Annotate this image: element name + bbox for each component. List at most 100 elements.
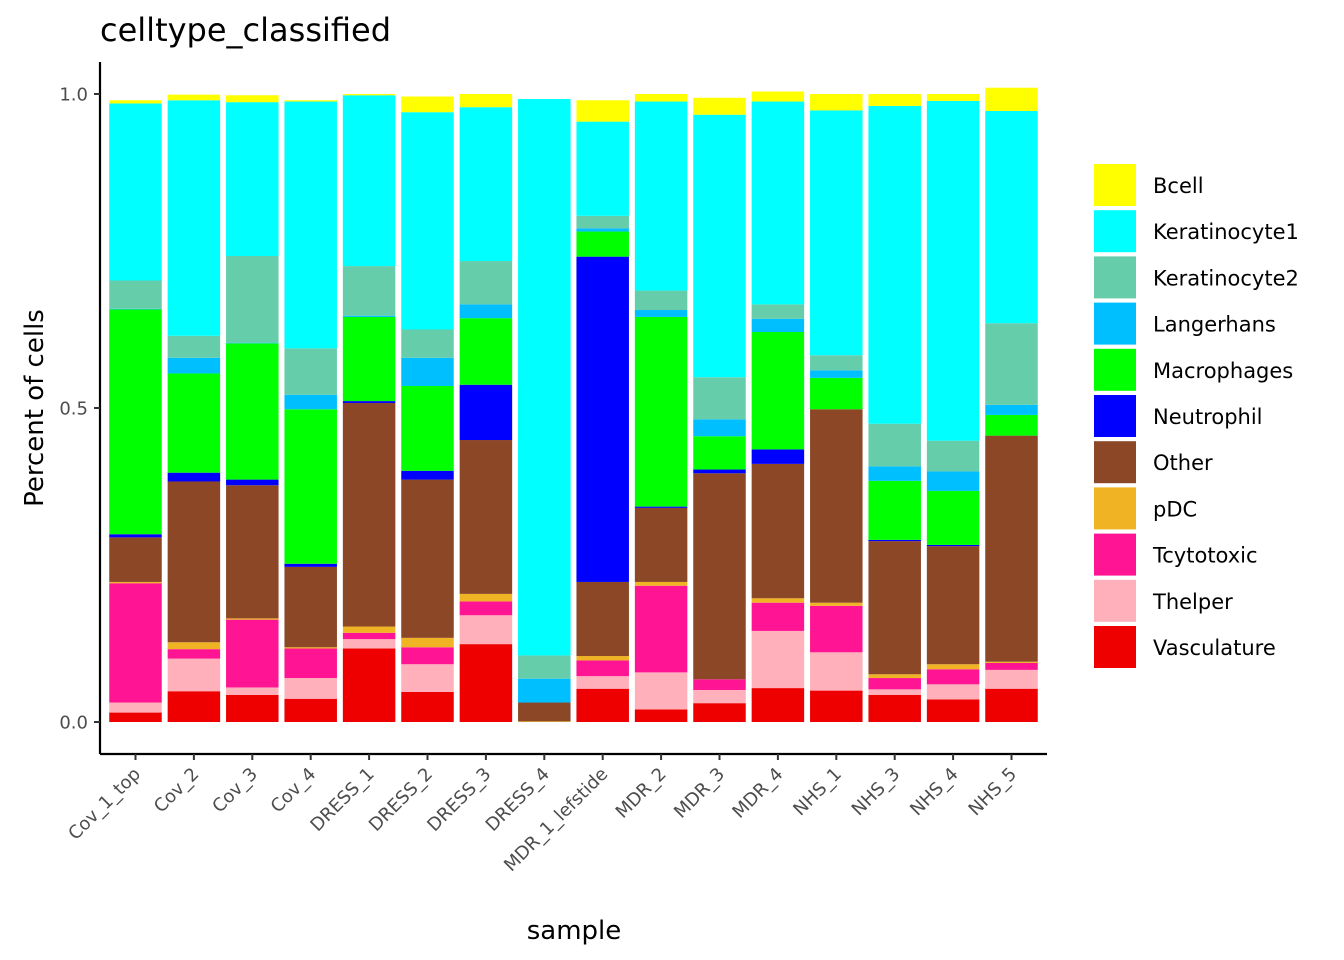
bar-segment-nhs-5-tcytotoxic [985,662,1038,670]
bar-segment-cov-4-vasculature [284,698,337,722]
bar-segment-nhs-1-thelper [810,652,863,691]
bar-segment-mdr-3-bcell [693,97,746,115]
bar-segment-dress-1-keratinocyte2 [342,266,396,316]
legend-label-macrophages: Macrophages [1153,359,1293,383]
bar-segment-mdr-4-thelper [751,630,805,689]
bar-segment-dress-3-tcytotoxic [459,601,513,616]
legend-key-tcytotoxic [1094,533,1136,576]
bar-segment-mdr-2-neutrophil [634,506,688,508]
bar-segment-nhs-5-thelper [985,669,1038,689]
y-tick-label: 1.0 [59,85,88,106]
bar-segment-cov-3-bcell [226,95,279,103]
bar-segment-nhs-4-neutrophil [926,544,980,547]
bar-segment-mdr-2-langerhans [634,310,688,317]
bar-segment-cov-3-tcytotoxic [226,619,279,688]
y-axis-title: Percent of cells [20,309,50,507]
legend-key-neutrophil [1094,395,1136,437]
x-axis-title: sample [527,916,622,946]
x-tick-label-cov-1-top: Cov_1_top [64,764,145,845]
bar-segment-dress-3-thelper [459,615,513,645]
x-tick-label-nhs-5: NHS_5 [965,764,1021,820]
bar-segment-cov-1-top-tcytotoxic [109,583,162,703]
bar-segment-mdr-3-neutrophil [693,469,746,474]
bar-segment-nhs-3-langerhans [868,466,921,481]
bar-segment-mdr-2-macrophages [634,316,688,507]
bar-segment-cov-3-other [226,485,279,619]
bar-segment-nhs-3-bcell [868,94,921,106]
bar-segment-dress-3-neutrophil [459,384,513,441]
bar-segment-nhs-5-keratinocyte1 [985,110,1038,324]
bar-segment-mdr-4-macrophages [751,332,805,450]
bar-segment-nhs-1-keratinocyte1 [810,110,863,356]
legend-key-langerhans [1094,302,1136,345]
bar-segment-dress-2-vasculature [401,691,454,722]
bar-segment-dress-1-pdc [342,626,396,633]
x-tick-label-mdr-1-lefstide: MDR_1_lefstide [500,764,612,876]
bar-segment-dress-1-other [342,402,396,627]
bar-segment-dress-1-macrophages [342,316,396,402]
bar-segment-nhs-4-thelper [926,684,980,700]
bar-segment-mdr-4-tcytotoxic [751,602,805,631]
bar-segment-dress-3-bcell [459,94,513,108]
bar-segment-dress-1-neutrophil [342,401,396,403]
x-tick-label-mdr-4: MDR_4 [728,764,787,823]
bar-segment-mdr-2-pdc [634,581,688,586]
bar-segment-nhs-1-bcell [810,94,863,111]
bar-segment-nhs-3-thelper [868,689,921,695]
bar-segment-nhs-1-other [810,409,863,603]
bar-segment-cov-4-other [284,566,337,648]
bar-segment-nhs-4-macrophages [926,490,980,545]
bar-segment-cov-2-langerhans [167,357,221,374]
bar-segment-mdr-1-lefstide-pdc [576,656,629,661]
bar-segment-cov-2-bcell [167,94,221,101]
bar-segment-dress-1-thelper [342,639,396,649]
legend-key-other [1094,441,1136,484]
bar-segment-mdr-2-bcell [634,94,688,102]
bar-segment-mdr-4-keratinocyte1 [751,101,805,305]
bar-segment-mdr-3-keratinocyte2 [693,377,746,420]
bar-segment-dress-1-langerhans [342,315,396,317]
bar-segment-mdr-1-lefstide-bcell [576,100,629,122]
bar-segment-nhs-1-pdc [810,602,863,606]
bar-segment-mdr-2-thelper [634,672,688,710]
bar-segment-nhs-5-vasculature [985,688,1038,722]
bar-segment-dress-2-langerhans [401,357,454,387]
bar-segment-cov-3-langerhans [226,342,279,344]
bar-segment-dress-2-neutrophil [401,470,454,480]
bar-segment-mdr-2-vasculature [634,709,688,722]
bar-segment-cov-4-keratinocyte1 [284,101,337,349]
bar-segment-dress-3-pdc [459,593,513,602]
bars-group [109,87,1038,722]
bar-segment-dress-2-tcytotoxic [401,647,454,665]
x-ticks-group: Cov_1_top Cov_2 Cov_3 Cov_4DRESS_1DRESS_2DR… [64,754,1021,876]
bar-segment-dress-1-tcytotoxic [342,632,396,640]
x-tick-label-mdr-2: MDR_2 [612,764,671,823]
bar-segment-mdr-3-langerhans [693,419,746,437]
bar-segment-mdr-4-other [751,463,805,599]
bar-segment-nhs-3-neutrophil [868,539,921,542]
bar-segment-mdr-1-lefstide-vasculature [576,688,629,722]
x-tick-label-nhs-1: NHS_1 [789,764,845,820]
legend-label-keratinocyte1: Keratinocyte1 [1153,220,1299,244]
bar-segment-dress-4-keratinocyte2 [518,655,571,679]
bar-segment-mdr-3-macrophages [693,436,746,470]
bar-segment-mdr-2-other [634,507,688,582]
bar-segment-mdr-2-keratinocyte1 [634,101,688,291]
bar-segment-mdr-2-tcytotoxic [634,585,688,673]
bar-segment-mdr-3-vasculature [693,703,746,722]
bar-segment-dress-3-langerhans [459,304,513,319]
legend-label-other: Other [1153,451,1213,475]
bar-segment-dress-3-keratinocyte1 [459,107,513,262]
bar-segment-mdr-1-lefstide-thelper [576,676,629,689]
y-ticks-group: 0.0 0.5 1.0 [59,85,100,734]
bar-segment-nhs-4-pdc [926,664,980,670]
bar-segment-cov-2-macrophages [167,373,221,473]
x-tick-label-cov-2: Cov_2 [150,764,204,818]
bar-segment-dress-3-keratinocyte2 [459,261,513,305]
bar-segment-cov-2-pdc [167,642,221,650]
bar-segment-mdr-4-vasculature [751,688,805,722]
legend-label-neutrophil: Neutrophil [1153,405,1263,429]
bar-segment-nhs-1-langerhans [810,370,863,378]
bar-segment-nhs-5-pdc [985,661,1038,663]
legend-label-keratinocyte2: Keratinocyte2 [1153,266,1299,290]
